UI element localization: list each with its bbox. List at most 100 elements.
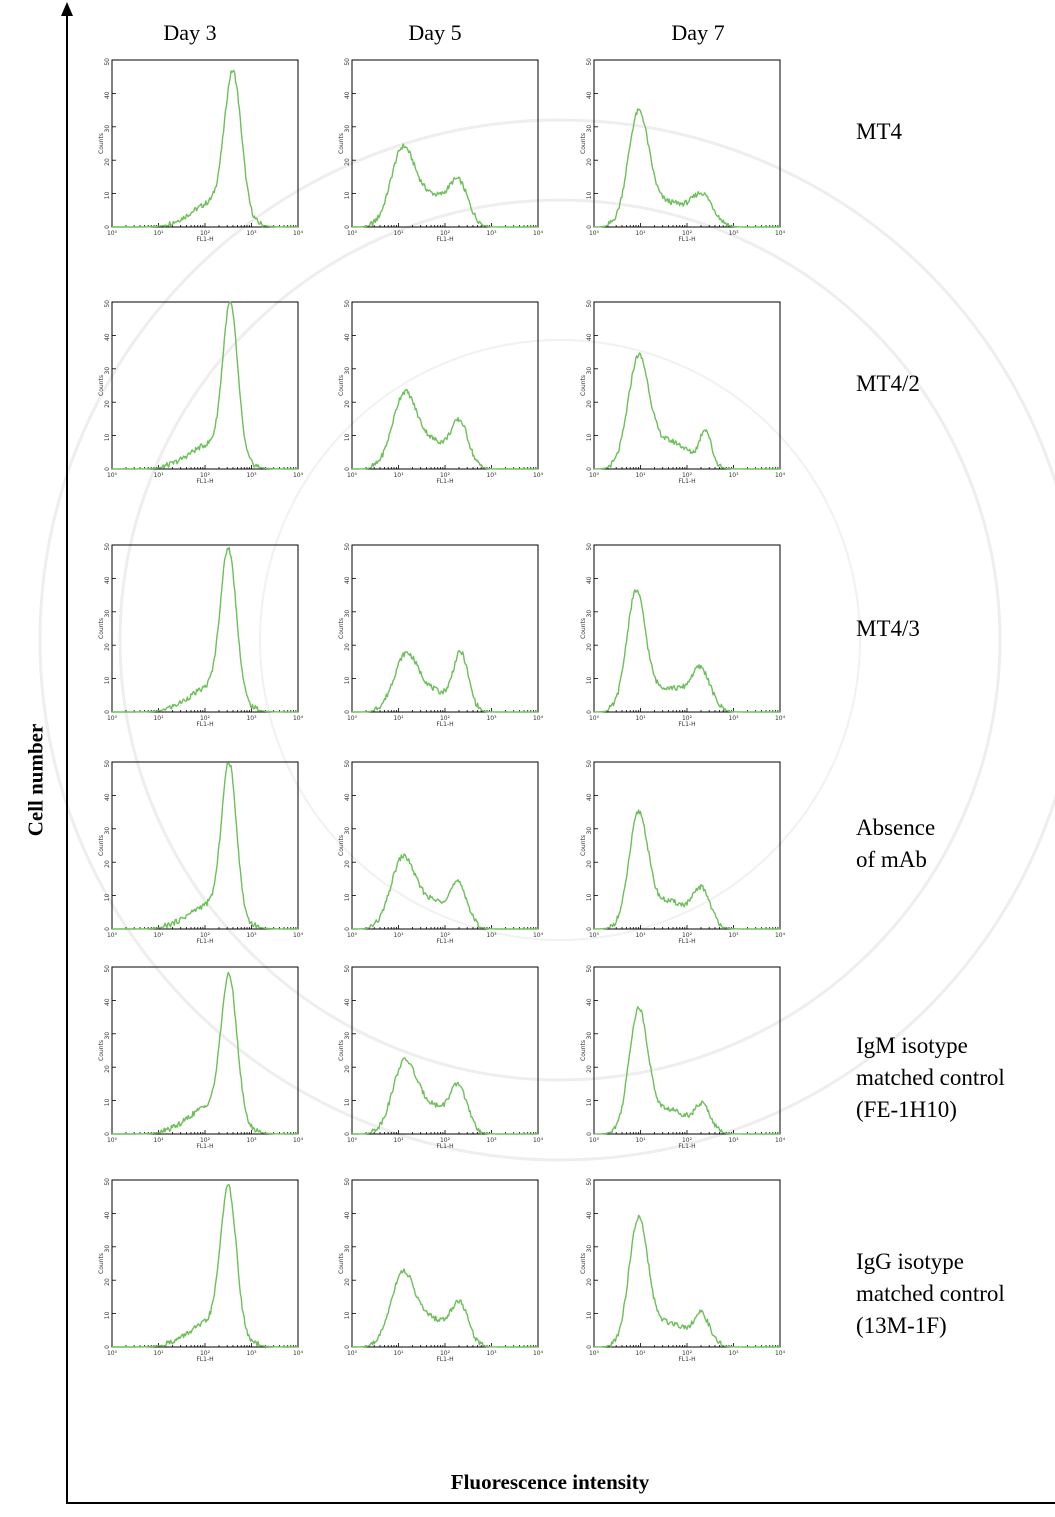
x-tick-label: 10⁰	[107, 230, 118, 237]
y-tick-label: 0	[344, 710, 351, 714]
y-tick-label: 40	[344, 998, 351, 1006]
x-tick-label: 10⁰	[347, 932, 358, 939]
y-tick-label: 10	[586, 1098, 593, 1106]
y-tick-label: 50	[344, 760, 351, 768]
histogram-series-line	[352, 143, 538, 228]
x-tick-label: 10⁰	[347, 230, 358, 237]
histogram-series-line	[352, 649, 538, 713]
x-tick-label: 10²	[682, 230, 693, 237]
x-tick-label: 10³	[246, 472, 257, 479]
panel-y-label: Counts	[98, 375, 105, 396]
x-tick-label: 10⁰	[347, 715, 358, 722]
histogram-series-line	[352, 388, 538, 470]
x-tick-label: 10¹	[153, 230, 164, 237]
histogram-panel-absence-of-mab-day-5: 0 10 20 30 40 50 10⁰ 10¹ 10² 10³ 10⁴ FL1-H Counts	[338, 760, 544, 945]
x-tick-label: 10²	[682, 1137, 693, 1144]
x-tick-label: 10¹	[153, 932, 164, 939]
x-tick-label: 10⁴	[775, 472, 786, 479]
panel-y-label: Counts	[338, 1040, 345, 1061]
panel-y-label: Counts	[98, 835, 105, 856]
panel-y-label: Counts	[338, 835, 345, 856]
x-tick-label: 10⁴	[533, 472, 544, 479]
row-label-igm-control: IgM isotype matched control (FE-1H10)	[856, 1033, 1005, 1122]
panel-y-label: Counts	[338, 375, 345, 396]
x-tick-label: 10²	[440, 1350, 451, 1357]
x-tick-label: 10⁰	[589, 1137, 600, 1144]
x-tick-label: 10⁴	[775, 1350, 786, 1357]
histogram-panel-mt4-day-5: 0 10 20 30 40 50 10⁰ 10¹ 10² 10³ 10⁴ FL1-H Counts	[338, 58, 544, 243]
y-tick-label: 0	[104, 710, 111, 714]
y-tick-label: 10	[104, 191, 111, 199]
panel-x-label: FL1-H	[196, 478, 213, 485]
x-tick-label: 10²	[200, 230, 211, 237]
y-tick-label: 10	[344, 191, 351, 199]
x-tick-label: 10⁴	[775, 715, 786, 722]
histogram-series-line	[593, 589, 780, 713]
y-tick-label: 50	[586, 965, 593, 973]
y-tick-label: 40	[344, 793, 351, 801]
y-tick-label: 30	[586, 610, 593, 618]
y-tick-label: 0	[586, 710, 593, 714]
y-tick-label: 0	[586, 467, 593, 471]
y-tick-label: 40	[104, 1211, 111, 1219]
y-tick-label: 40	[104, 793, 111, 801]
panel-x-label: FL1-H	[678, 721, 695, 728]
panel-y-label: Counts	[580, 375, 587, 396]
panel-y-label: Counts	[338, 618, 345, 639]
panel-y-label: Counts	[580, 1040, 587, 1061]
y-tick-label: 10	[586, 676, 593, 684]
y-tick-label: 20	[344, 1065, 351, 1073]
y-tick-label: 10	[344, 433, 351, 441]
panel-x-label: FL1-H	[196, 1143, 213, 1150]
y-tick-label: 10	[344, 1311, 351, 1319]
histogram-series-line	[352, 1057, 538, 1135]
panel-frame	[351, 301, 539, 470]
histogram-series-line	[352, 1268, 538, 1348]
panel-x-label: FL1-H	[436, 721, 453, 728]
y-tick-label: 30	[344, 610, 351, 618]
x-tick-label: 10⁰	[107, 472, 118, 479]
panel-x-label: FL1-H	[436, 236, 453, 243]
y-tick-label: 0	[104, 1345, 111, 1349]
x-tick-label: 10³	[486, 715, 497, 722]
y-tick-label: 30	[586, 1245, 593, 1253]
y-tick-label: 20	[586, 400, 593, 408]
panel-x-label: FL1-H	[678, 1356, 695, 1363]
x-tick-label: 10⁴	[533, 932, 544, 939]
x-tick-label: 10²	[440, 715, 451, 722]
x-tick-label: 10¹	[153, 1137, 164, 1144]
histogram-series-line	[112, 1183, 298, 1348]
x-tick-label: 10³	[728, 715, 739, 722]
y-tick-label: 0	[344, 1345, 351, 1349]
x-tick-label: 10⁴	[533, 230, 544, 237]
panel-x-label: FL1-H	[436, 478, 453, 485]
histogram-panel-mt4-2-day-3: 0 10 20 30 40 50 10⁰ 10¹ 10² 10³ 10⁴ FL1-H Counts	[98, 300, 304, 485]
y-tick-label: 10	[104, 893, 111, 901]
panel-x-label: FL1-H	[678, 478, 695, 485]
y-tick-label: 50	[344, 965, 351, 973]
histogram-panel-igg-isotype-matched-control-13m-1f-day-7: 0 10 20 30 40 50 10⁰ 10¹ 10² 10³ 10⁴ FL1-H Counts	[580, 1178, 786, 1363]
x-tick-label: 10³	[728, 1137, 739, 1144]
y-tick-label: 0	[104, 225, 111, 229]
column-header-day5: Day 5	[408, 20, 462, 45]
x-tick-label: 10²	[440, 230, 451, 237]
y-tick-label: 30	[344, 1245, 351, 1253]
x-tick-label: 10³	[728, 230, 739, 237]
x-tick-label: 10⁰	[347, 1350, 358, 1357]
x-tick-label: 10²	[682, 932, 693, 939]
x-tick-label: 10¹	[393, 1350, 404, 1357]
x-tick-label: 10⁰	[589, 932, 600, 939]
panel-frame	[111, 1179, 299, 1348]
histogram-panel-mt4-day-7: 0 10 20 30 40 50 10⁰ 10¹ 10² 10³ 10⁴ FL1-H Counts	[580, 58, 786, 243]
x-tick-label: 10⁴	[775, 1137, 786, 1144]
y-tick-label: 10	[586, 893, 593, 901]
y-tick-label: 0	[586, 225, 593, 229]
panel-x-label: FL1-H	[196, 938, 213, 945]
y-tick-label: 50	[586, 58, 593, 66]
histogram-panel-igg-isotype-matched-control-13m-1f-day-3: 0 10 20 30 40 50 10⁰ 10¹ 10² 10³ 10⁴ FL1-H Counts	[98, 1178, 304, 1363]
y-tick-label: 50	[104, 1178, 111, 1186]
x-tick-label: 10⁰	[107, 1137, 118, 1144]
x-tick-label: 10³	[246, 932, 257, 939]
panel-x-label: FL1-H	[196, 1356, 213, 1363]
